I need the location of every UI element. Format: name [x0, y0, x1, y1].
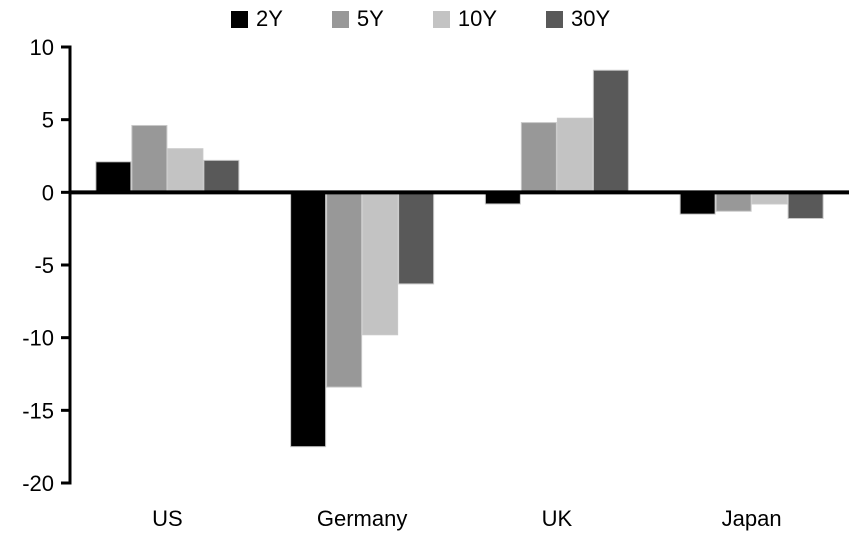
y-tick-label-5: 5	[42, 108, 54, 133]
y-tick-label-minus-15: -15	[22, 398, 54, 423]
bar-germany-5y	[326, 191, 363, 388]
legend-label-10y: 10Y	[457, 6, 497, 31]
bar-japan-5y	[715, 191, 752, 212]
bar-germany-10y	[362, 191, 399, 336]
x-category-label-us: US	[152, 506, 183, 531]
legend-item-5y: 5Y	[331, 6, 384, 31]
bar-us-10y	[167, 148, 204, 193]
bar-uk-5y	[520, 122, 557, 193]
legend-label-30y: 30Y	[571, 6, 611, 31]
y-tick-label-10: 10	[30, 35, 54, 60]
bar-us-30y	[203, 159, 240, 193]
legend-swatch-2y-icon	[231, 10, 248, 28]
legend-swatch-10y-icon	[432, 10, 450, 28]
legend-label-5y: 5Y	[356, 6, 384, 31]
legend-swatch-30y-icon	[546, 10, 563, 28]
y-tick-label-minus-20: -20	[22, 471, 54, 496]
y-tick-label-0: 0	[42, 180, 54, 205]
legend-item-10y: 10Y	[432, 6, 497, 31]
bar-germany-30y	[398, 191, 435, 285]
legend-label-2y: 2Y	[256, 6, 283, 31]
y-tick-label-minus-10: -10	[22, 326, 54, 351]
bar-uk-30y	[592, 69, 629, 193]
bar-japan-2y	[679, 191, 716, 215]
x-category-label-japan: Japan	[722, 506, 782, 531]
bar-japan-30y	[787, 191, 824, 219]
bar-us-2y	[95, 161, 132, 193]
legend-item-30y: 30Y	[546, 7, 610, 31]
bar-germany-2y	[290, 191, 327, 448]
x-category-label-uk: UK	[542, 506, 573, 531]
x-category-label-germany: Germany	[317, 506, 407, 531]
y-tick-label-minus-5: -5	[34, 253, 54, 278]
bar-us-5y	[131, 124, 168, 193]
chart-legend: 2Y 5Y 10Y 30Y	[231, 7, 610, 31]
bar-uk-10y	[556, 117, 593, 193]
legend-item-2y: 2Y	[231, 7, 283, 31]
legend-swatch-5y-icon	[331, 10, 349, 28]
